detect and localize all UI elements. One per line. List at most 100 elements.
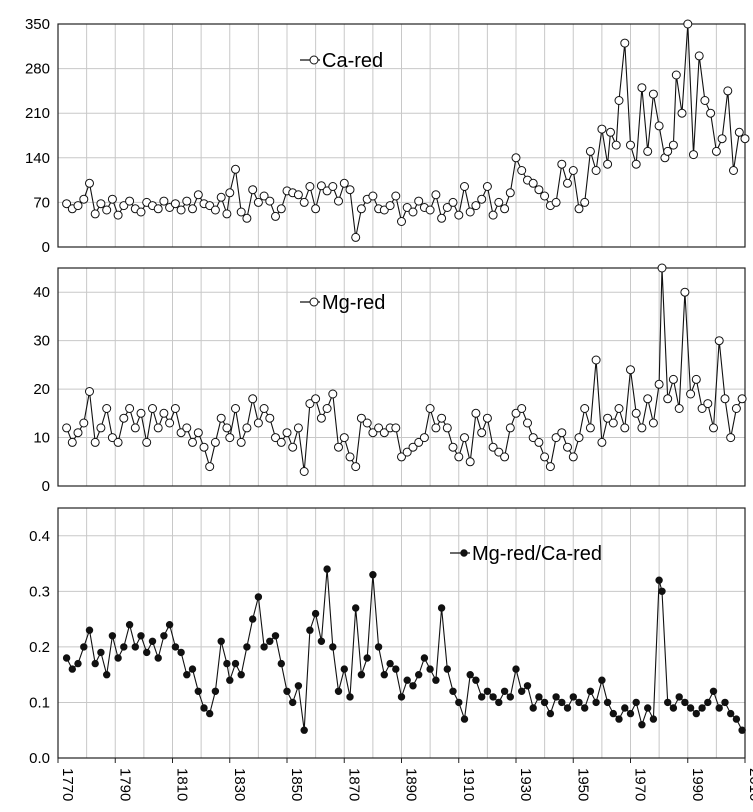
- data-point: [125, 404, 135, 413]
- data-point: [137, 632, 145, 640]
- data-point: [431, 190, 441, 200]
- data-point: [655, 576, 663, 584]
- data-point: [551, 433, 561, 443]
- series-line: [66, 569, 743, 731]
- data-point: [73, 428, 83, 438]
- data-point: [518, 687, 526, 695]
- data-point: [80, 643, 88, 651]
- data-point: [62, 654, 71, 662]
- data-point: [211, 687, 220, 695]
- data-point: [505, 423, 515, 433]
- data-point: [356, 204, 366, 214]
- data-point: [194, 687, 203, 695]
- data-point: [611, 140, 621, 150]
- data-point: [223, 659, 231, 668]
- data-point: [193, 428, 203, 438]
- data-point: [540, 698, 549, 707]
- data-point: [282, 428, 292, 438]
- y-tick-label: 210: [25, 105, 50, 122]
- data-point: [311, 204, 321, 214]
- x-tick-label: 1990: [689, 768, 706, 801]
- data-point: [580, 404, 590, 413]
- data-point: [159, 408, 169, 418]
- data-point: [703, 399, 713, 409]
- data-point: [90, 209, 100, 219]
- y-tick-label: 0.0: [29, 750, 50, 767]
- data-point: [597, 437, 607, 447]
- data-point: [148, 637, 157, 645]
- data-point: [621, 704, 629, 712]
- data-point: [351, 462, 361, 472]
- data-point: [91, 659, 99, 668]
- data-point: [231, 404, 240, 413]
- data-point: [448, 197, 458, 207]
- x-tick-label: 1930: [517, 768, 534, 801]
- data-point: [648, 89, 658, 99]
- data-point: [130, 423, 140, 433]
- data-point: [483, 687, 492, 695]
- data-point: [563, 704, 572, 712]
- data-point: [231, 164, 240, 174]
- data-point: [720, 394, 730, 404]
- data-point: [714, 336, 724, 346]
- data-point: [293, 423, 303, 433]
- data-point: [74, 659, 82, 668]
- data-point: [709, 423, 718, 433]
- data-point: [545, 462, 555, 472]
- data-point: [225, 433, 235, 443]
- data-point: [575, 698, 583, 707]
- data-point: [351, 232, 361, 242]
- data-point: [210, 205, 220, 215]
- data-point: [108, 632, 117, 640]
- data-point: [638, 721, 646, 729]
- data-point: [142, 437, 152, 447]
- data-point: [460, 182, 469, 191]
- data-point: [409, 682, 417, 690]
- data-point: [85, 626, 94, 634]
- data-point: [148, 404, 157, 413]
- legend-label: Mg-red: [322, 292, 385, 314]
- data-point: [67, 437, 77, 447]
- data-point: [249, 615, 257, 623]
- data-point: [170, 404, 180, 413]
- data-point: [603, 159, 613, 169]
- data-point: [160, 632, 168, 640]
- data-point: [346, 693, 354, 701]
- data-point: [500, 204, 510, 214]
- data-point: [488, 442, 498, 452]
- data-point: [340, 665, 348, 673]
- data-point: [523, 682, 532, 690]
- data-point: [437, 413, 447, 423]
- data-point: [322, 404, 332, 413]
- data-point: [680, 287, 690, 297]
- data-point: [374, 643, 383, 651]
- data-point: [242, 423, 252, 433]
- data-point: [668, 374, 678, 384]
- data-point: [609, 709, 617, 718]
- data-point: [614, 404, 624, 413]
- data-point: [222, 423, 232, 433]
- y-tick-label: 0.2: [29, 639, 50, 656]
- legend: Ca-red: [300, 50, 383, 72]
- data-point: [620, 423, 630, 433]
- data-point: [574, 433, 584, 443]
- data-point: [419, 433, 429, 443]
- x-tick-label: 2010: [746, 768, 753, 801]
- data-point: [188, 204, 197, 214]
- data-point: [402, 447, 412, 457]
- data-point: [402, 203, 412, 212]
- data-point: [188, 437, 197, 447]
- data-point: [242, 213, 252, 223]
- y-tick-label: 0.4: [29, 528, 50, 545]
- data-point: [466, 671, 474, 679]
- data-point: [248, 394, 258, 404]
- data-point: [460, 715, 469, 723]
- data-point: [686, 389, 696, 399]
- data-point: [299, 467, 309, 476]
- data-point: [414, 196, 424, 206]
- data-point: [654, 121, 664, 131]
- data-point: [352, 604, 360, 612]
- data-point: [597, 124, 607, 134]
- data-point: [431, 423, 441, 433]
- data-point: [143, 648, 151, 657]
